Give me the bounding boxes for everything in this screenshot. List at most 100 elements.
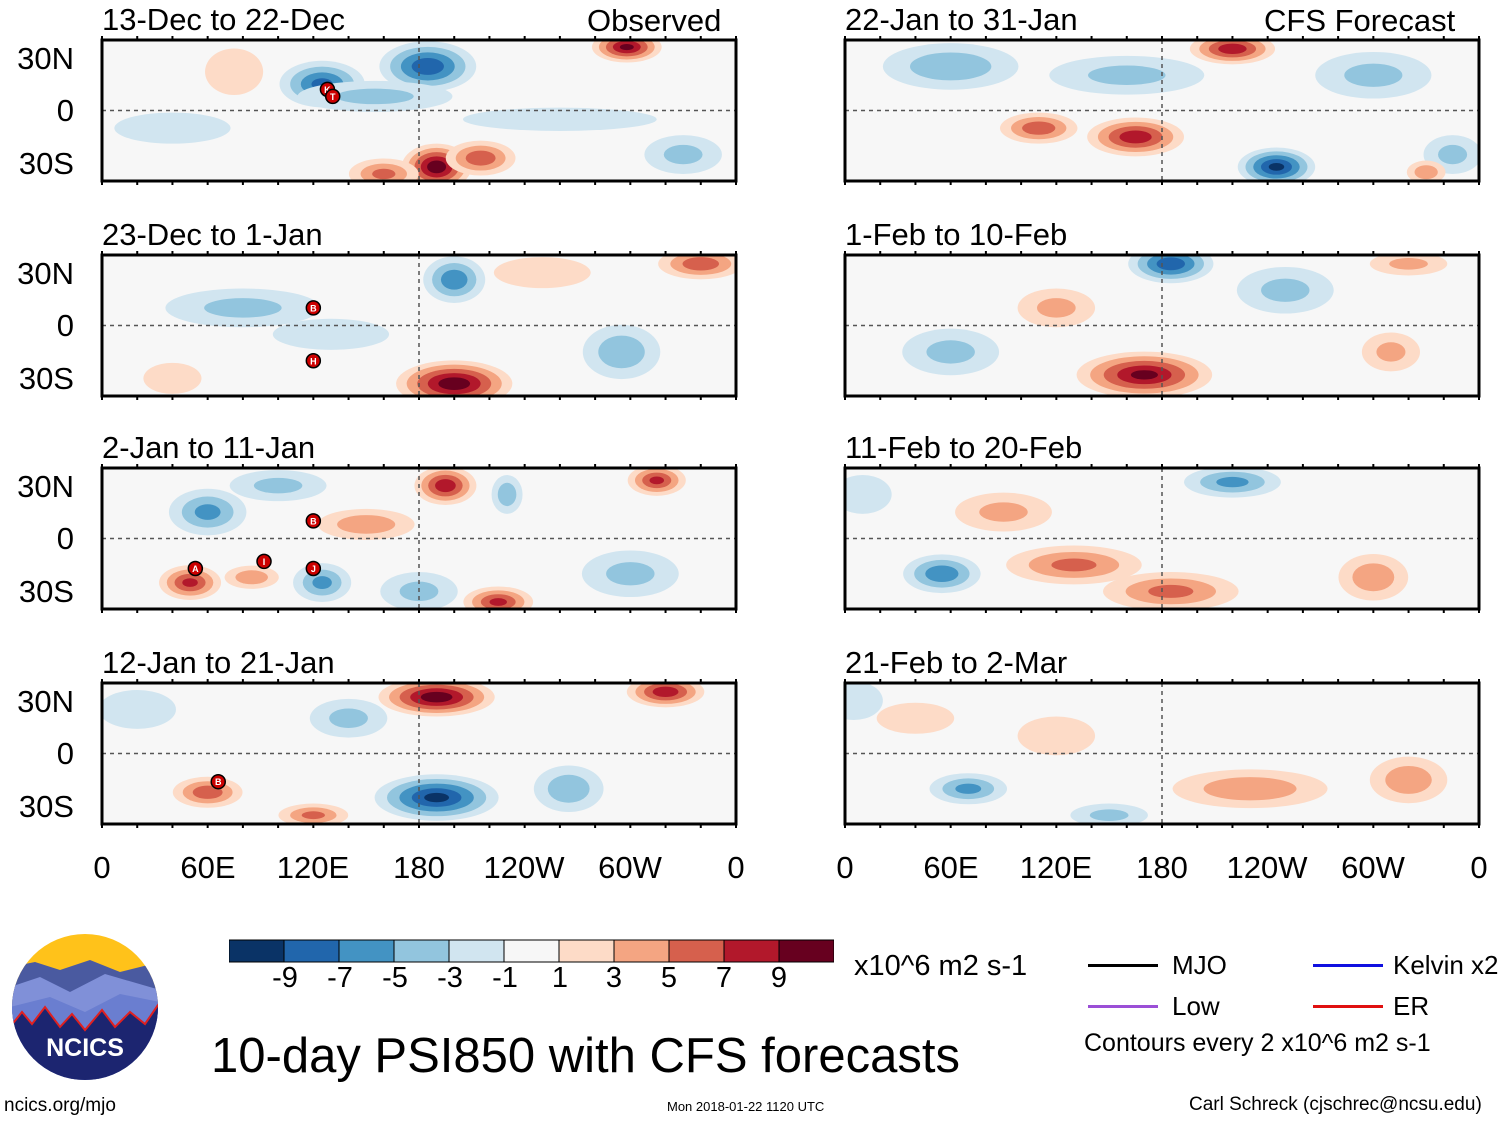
footer-timestamp: Mon 2018-01-22 1120 UTC bbox=[667, 1099, 825, 1114]
positive-anomaly bbox=[682, 257, 720, 271]
contour-note: Contours every 2 x10^6 m2 s-1 bbox=[1084, 1029, 1431, 1057]
x-tick-left-2: 120E bbox=[276, 850, 350, 885]
panel-title: 2-Jan to 11-Jan bbox=[102, 430, 316, 465]
colorbar-label: -3 bbox=[437, 962, 463, 994]
x-tick-right-6: 0 bbox=[1470, 850, 1488, 885]
negative-anomaly bbox=[926, 340, 975, 364]
positive-anomaly bbox=[205, 48, 264, 95]
negative-anomaly bbox=[1089, 809, 1129, 822]
negative-anomaly bbox=[272, 318, 390, 350]
positive-anomaly bbox=[1376, 342, 1406, 362]
negative-anomaly bbox=[204, 298, 282, 318]
y-tick-label: 30N bbox=[17, 256, 74, 291]
positive-anomaly bbox=[1148, 584, 1194, 598]
negative-anomaly bbox=[663, 144, 703, 165]
negative-anomaly bbox=[598, 335, 645, 369]
cyclone-label: B bbox=[310, 303, 317, 313]
map-panel: KT bbox=[100, 36, 738, 185]
map-panel bbox=[843, 679, 1481, 828]
colorbar-swatch bbox=[668, 939, 725, 963]
negative-anomaly bbox=[497, 482, 517, 507]
positive-anomaly bbox=[182, 578, 198, 587]
colorbar-label: 9 bbox=[770, 962, 788, 994]
positive-anomaly bbox=[1051, 558, 1097, 572]
positive-anomaly bbox=[1119, 130, 1152, 144]
negative-anomaly bbox=[1156, 257, 1186, 271]
colorbar bbox=[229, 939, 834, 963]
map-panel bbox=[843, 36, 1481, 185]
y-tick-label: 30N bbox=[17, 469, 74, 504]
panel-title: 11-Feb to 20-Feb bbox=[845, 430, 1083, 465]
cyclone-marker bbox=[305, 300, 322, 316]
map-panel: BH bbox=[100, 251, 738, 400]
x-tick-left-3: 180 bbox=[393, 850, 445, 885]
cyclone-label: K bbox=[324, 85, 331, 95]
legend-label-mjo: MJO bbox=[1172, 950, 1227, 980]
negative-anomaly bbox=[440, 269, 468, 290]
cyclone-marker bbox=[187, 560, 204, 577]
positive-anomaly bbox=[1352, 563, 1395, 592]
colorbar-swatch bbox=[393, 939, 450, 963]
positive-anomaly bbox=[143, 362, 202, 394]
panel-title: 22-Jan to 31-Jan bbox=[845, 2, 1078, 37]
colorbar-swatch bbox=[448, 939, 505, 963]
negative-anomaly bbox=[845, 683, 883, 721]
legend-line-kelvin bbox=[1313, 964, 1383, 967]
y-tick-label: 0 bbox=[56, 736, 74, 771]
positive-anomaly bbox=[619, 43, 634, 51]
y-tick-label: 30S bbox=[18, 574, 74, 609]
x-tick-right-2: 120E bbox=[1019, 850, 1093, 885]
cyclone-marker bbox=[305, 560, 322, 577]
positive-anomaly bbox=[192, 785, 223, 799]
positive-anomaly bbox=[438, 377, 471, 391]
colorbar-swatch bbox=[283, 939, 340, 963]
negative-anomaly bbox=[1268, 163, 1285, 171]
figure-title: 10-day PSI850 with CFS forecasts bbox=[211, 1029, 960, 1083]
positive-anomaly bbox=[1017, 716, 1096, 756]
negative-anomaly bbox=[312, 576, 332, 590]
footer-author: Carl Schreck (cjschrec@ncsu.edu) bbox=[1189, 1094, 1482, 1115]
negative-anomaly bbox=[102, 690, 176, 729]
colorbar-swatch bbox=[338, 939, 395, 963]
colorbar-swatch bbox=[613, 939, 670, 963]
map-panel: B bbox=[100, 679, 738, 828]
positive-anomaly bbox=[301, 811, 325, 820]
y-tick-label: 30N bbox=[17, 684, 74, 719]
y-tick-label: 30N bbox=[17, 41, 74, 76]
legend-line-low bbox=[1088, 1005, 1158, 1008]
colorbar-swatch bbox=[723, 939, 780, 963]
cyclone-marker bbox=[305, 353, 322, 369]
panel-title: 13-Dec to 22-Dec bbox=[102, 2, 345, 37]
x-tick-left-6: 0 bbox=[727, 850, 745, 885]
negative-anomaly bbox=[909, 52, 992, 81]
positive-anomaly bbox=[1203, 777, 1297, 801]
cyclone-label: B bbox=[215, 777, 222, 787]
positive-anomaly bbox=[1414, 165, 1438, 180]
negative-anomaly bbox=[329, 708, 368, 728]
x-tick-right-3: 180 bbox=[1136, 850, 1188, 885]
legend-label-low: Low bbox=[1172, 991, 1220, 1021]
units-label: x10^6 m2 s-1 bbox=[854, 950, 1028, 982]
panel-title: 23-Dec to 1-Jan bbox=[102, 217, 323, 252]
legend-label-er: ER bbox=[1393, 991, 1430, 1021]
x-tick-left-5: 60W bbox=[598, 850, 662, 885]
x-tick-right-0: 0 bbox=[836, 850, 854, 885]
colorbar-swatch bbox=[778, 939, 834, 963]
colorbar-label: -5 bbox=[382, 962, 408, 994]
positive-anomaly bbox=[435, 479, 456, 493]
footer-url: ncics.org/mjo bbox=[4, 1095, 116, 1116]
positive-anomaly bbox=[1218, 43, 1247, 54]
map-panel: B A I J bbox=[100, 464, 738, 613]
map-panel bbox=[843, 251, 1481, 400]
cyclone-label: A bbox=[192, 564, 199, 574]
legend-line-er bbox=[1313, 1005, 1383, 1008]
negative-anomaly bbox=[424, 792, 450, 803]
y-tick-label: 30S bbox=[18, 361, 74, 396]
positive-anomaly bbox=[876, 702, 955, 734]
x-tick-right-4: 120W bbox=[1226, 850, 1308, 885]
logo-text: NCICS bbox=[46, 1034, 124, 1062]
negative-anomaly bbox=[547, 774, 590, 803]
map-panel bbox=[843, 464, 1481, 613]
negative-anomaly bbox=[194, 504, 221, 520]
positive-anomaly bbox=[427, 160, 447, 174]
